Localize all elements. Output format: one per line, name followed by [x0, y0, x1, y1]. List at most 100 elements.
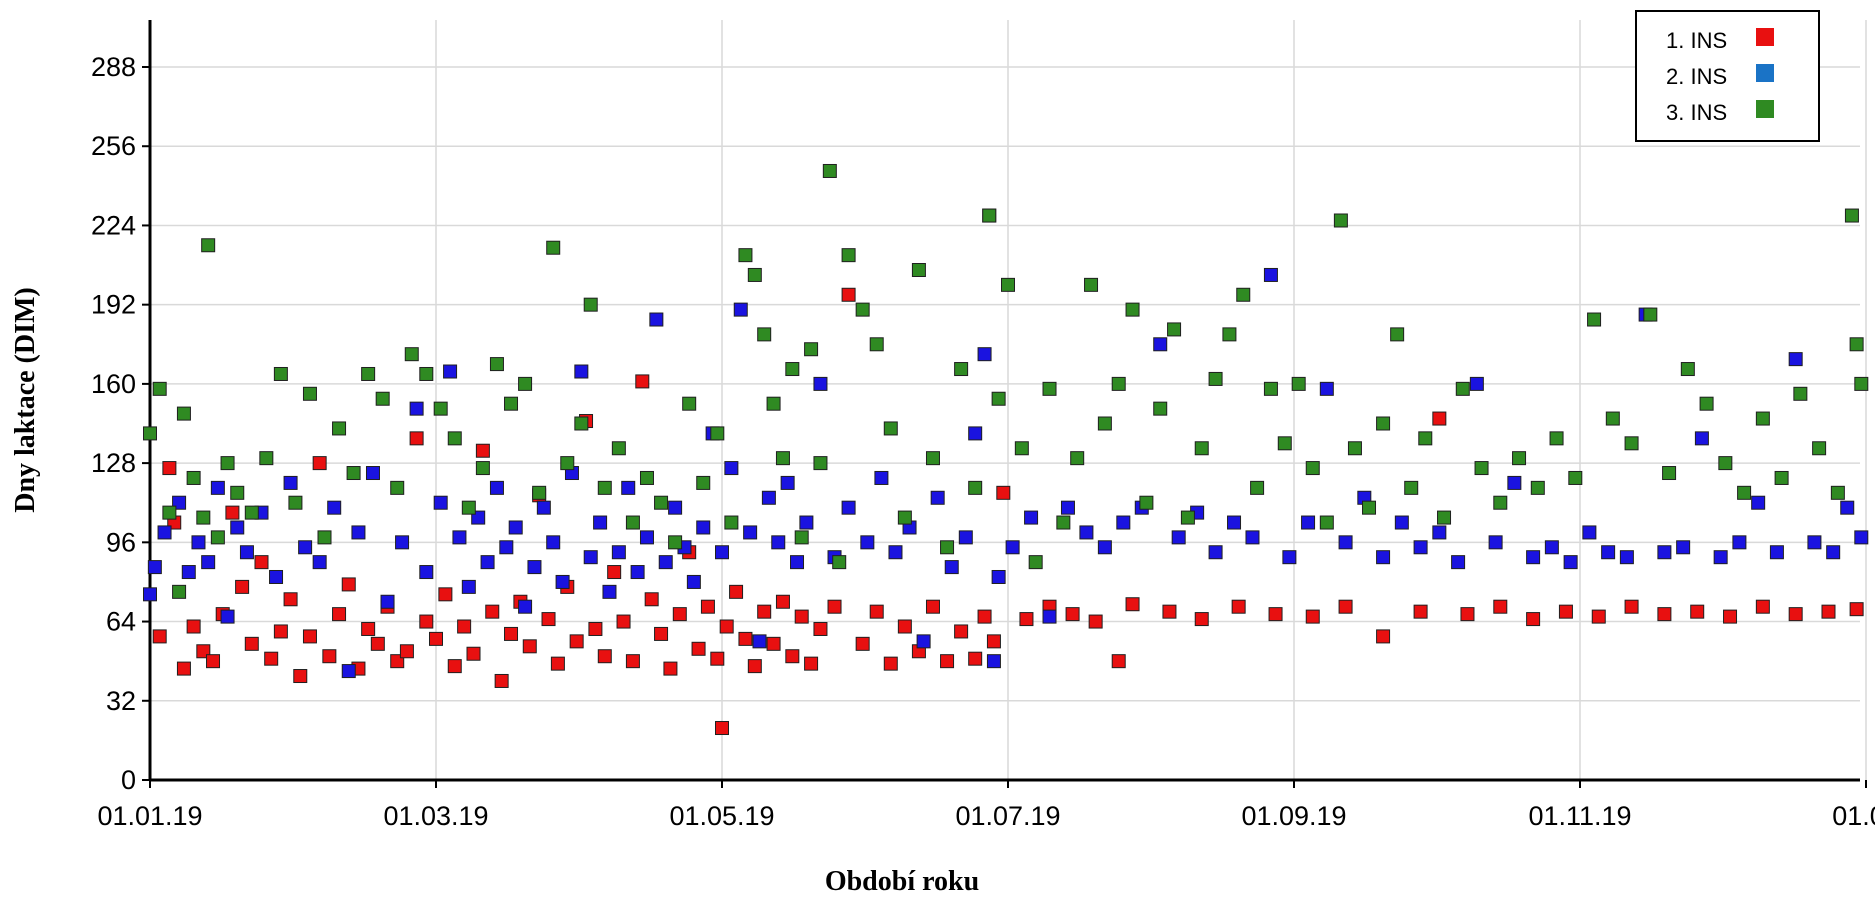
data-point-ins1 — [672, 607, 687, 622]
data-point-ins2 — [1319, 381, 1334, 396]
data-point-ins3 — [1549, 431, 1564, 446]
data-point-ins3 — [546, 240, 561, 255]
data-point-ins3 — [738, 248, 753, 263]
data-point-ins2 — [365, 466, 380, 481]
data-point-ins1 — [1432, 411, 1447, 426]
data-point-ins1 — [738, 631, 753, 646]
data-point-ins2 — [443, 364, 458, 379]
data-point-ins2 — [546, 535, 561, 550]
data-point-ins3 — [794, 530, 809, 545]
data-point-ins3 — [775, 451, 790, 466]
data-point-ins3 — [625, 515, 640, 530]
legend-label-ins1: 1. INS — [1666, 28, 1727, 53]
data-point-ins1 — [244, 636, 259, 651]
data-point-ins3 — [982, 208, 997, 223]
data-point-ins2 — [761, 490, 776, 505]
data-point-ins2 — [790, 555, 805, 570]
data-point-ins1 — [644, 592, 659, 607]
data-point-ins2 — [157, 525, 172, 540]
data-point-ins3 — [447, 431, 462, 446]
data-point-ins1 — [1690, 604, 1705, 619]
data-point-ins2 — [419, 565, 434, 580]
legend-label-ins2: 2. INS — [1666, 64, 1727, 89]
data-point-ins1 — [1338, 599, 1353, 614]
data-point-ins1 — [813, 621, 828, 636]
data-point-ins2 — [1042, 609, 1057, 624]
data-point-ins2 — [1854, 530, 1869, 545]
data-point-ins1 — [925, 599, 940, 614]
x-tick-label: 01.01 — [1832, 801, 1875, 831]
data-point-ins3 — [639, 470, 654, 485]
data-point-ins2 — [220, 609, 235, 624]
data-point-ins3 — [1699, 396, 1714, 411]
data-point-ins1 — [312, 456, 327, 471]
data-point-ins3 — [273, 366, 288, 381]
data-point-ins2 — [991, 569, 1006, 584]
data-point-ins1 — [635, 374, 650, 389]
data-point-ins1 — [1111, 654, 1126, 669]
data-point-ins2 — [1507, 475, 1522, 490]
data-point-ins1 — [794, 609, 809, 624]
data-point-ins3 — [461, 500, 476, 515]
data-point-ins2 — [1544, 540, 1559, 555]
data-point-ins3 — [1222, 327, 1237, 342]
legend-box — [1635, 10, 1820, 142]
data-point-ins2 — [771, 535, 786, 550]
data-point-ins3 — [1333, 213, 1348, 228]
data-point-ins3 — [1305, 461, 1320, 476]
data-point-ins1 — [206, 654, 221, 669]
data-point-ins1 — [419, 614, 434, 629]
data-point-ins2 — [611, 545, 626, 560]
data-point-ins3 — [1194, 441, 1209, 456]
data-point-ins2 — [799, 515, 814, 530]
data-point-ins3 — [897, 510, 912, 525]
data-point-ins2 — [860, 535, 875, 550]
data-point-ins3 — [1263, 381, 1278, 396]
data-point-ins1 — [1755, 599, 1770, 614]
data-point-ins2 — [1301, 515, 1316, 530]
data-point-ins1 — [1788, 607, 1803, 622]
data-point-ins2 — [658, 555, 673, 570]
data-point-ins3 — [1812, 441, 1827, 456]
data-point-ins2 — [1394, 515, 1409, 530]
data-point-ins3 — [518, 376, 533, 391]
data-point-ins1 — [1558, 604, 1573, 619]
data-point-ins1 — [438, 587, 453, 602]
legend-swatch-ins1 — [1756, 28, 1774, 46]
data-point-ins3 — [1042, 381, 1057, 396]
data-point-ins2 — [1005, 540, 1020, 555]
data-point-ins1 — [225, 505, 240, 520]
data-point-ins3 — [1512, 451, 1527, 466]
data-point-ins1 — [447, 659, 462, 674]
data-point-ins1 — [691, 641, 706, 656]
data-point-ins3 — [1208, 371, 1223, 386]
x-tick-label: 01.11.19 — [1528, 801, 1631, 831]
data-point-ins2 — [1469, 376, 1484, 391]
data-point-ins3 — [390, 480, 405, 495]
data-point-ins3 — [574, 416, 589, 431]
data-point-ins2 — [1245, 530, 1260, 545]
data-point-ins3 — [1250, 480, 1265, 495]
data-point-ins1 — [940, 654, 955, 669]
data-point-ins3 — [375, 391, 390, 406]
data-point-ins1 — [827, 599, 842, 614]
data-point-ins2 — [1488, 535, 1503, 550]
data-point-ins2 — [715, 545, 729, 560]
data-point-ins2 — [452, 530, 467, 545]
data-points — [143, 163, 1869, 736]
data-point-ins3 — [1362, 500, 1377, 515]
data-point-ins1 — [370, 636, 385, 651]
data-point-ins3 — [1180, 510, 1195, 525]
data-point-ins1 — [757, 604, 772, 619]
data-point-ins3 — [1418, 431, 1433, 446]
data-point-ins3 — [1605, 411, 1620, 426]
data-point-ins2 — [527, 560, 542, 575]
data-point-ins2 — [724, 461, 739, 476]
data-point-ins1 — [485, 604, 500, 619]
data-point-ins3 — [1139, 495, 1154, 510]
data-point-ins2 — [593, 515, 608, 530]
gridlines — [150, 20, 1867, 780]
data-point-ins1 — [1413, 604, 1428, 619]
data-point-ins3 — [1014, 441, 1029, 456]
data-point-ins1 — [273, 624, 288, 639]
